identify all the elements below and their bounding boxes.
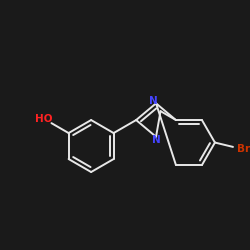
Text: HO: HO [35, 114, 53, 124]
Text: N: N [152, 135, 160, 145]
Text: N: N [149, 96, 158, 106]
Text: Br: Br [236, 144, 250, 154]
